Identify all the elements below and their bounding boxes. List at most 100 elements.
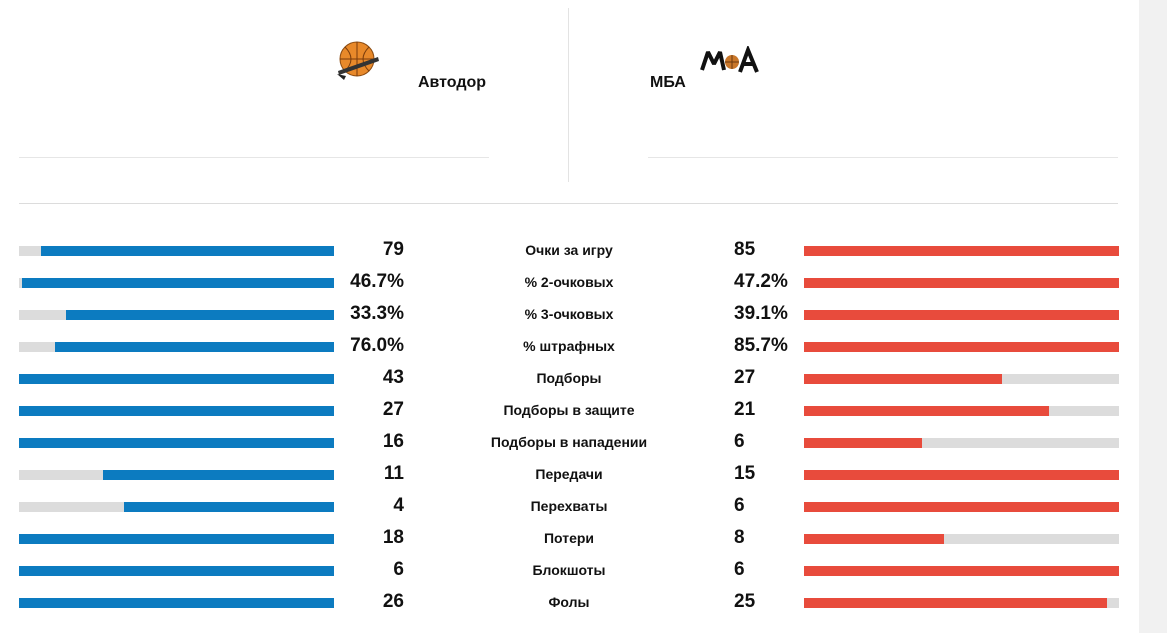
away-value: 25 (734, 591, 756, 612)
away-value: 8 (734, 527, 745, 548)
stat-row: 16 Подборы в нападении 6 (0, 426, 1139, 458)
home-bar-track (19, 598, 334, 608)
home-bar (19, 598, 334, 608)
home-value: 27 (382, 399, 404, 420)
home-bar (22, 278, 334, 288)
away-bar (804, 406, 1049, 416)
home-bar-track (19, 406, 334, 416)
home-value: 6 (393, 559, 404, 580)
home-bar (124, 502, 334, 512)
away-bar-track (804, 278, 1119, 288)
away-value: 47.2% (734, 271, 788, 292)
away-bar-track (804, 502, 1119, 512)
stat-row: 18 Потери 8 (0, 522, 1139, 554)
away-bar-track (804, 342, 1119, 352)
away-bar (804, 278, 1119, 288)
home-bar-track (19, 374, 334, 384)
stat-row: 6 Блокшоты 6 (0, 554, 1139, 586)
stat-row: 76.0% % штрафных 85.7% (0, 330, 1139, 362)
stat-label: Передачи (535, 466, 603, 482)
home-bar (55, 342, 334, 352)
home-value: 43 (382, 367, 404, 388)
home-header-rule (19, 157, 489, 158)
home-value: 79 (382, 239, 404, 260)
home-value: 76.0% (350, 335, 404, 356)
home-bar-track (19, 502, 334, 512)
home-bar (19, 438, 334, 448)
home-bar-track (19, 470, 334, 480)
stat-label: Очки за игру (525, 242, 613, 258)
home-bar (41, 246, 334, 256)
stat-row: 43 Подборы 27 (0, 362, 1139, 394)
home-bar-track (19, 438, 334, 448)
stat-row: 11 Передачи 15 (0, 458, 1139, 490)
away-bar (804, 310, 1119, 320)
home-bar (19, 534, 334, 544)
stat-row: 26 Фолы 25 (0, 586, 1139, 618)
home-value: 18 (382, 527, 404, 548)
away-bar-track (804, 310, 1119, 320)
away-value: 85 (734, 239, 756, 260)
home-bar-track (19, 566, 334, 576)
home-bar-track (19, 534, 334, 544)
stat-label: % 3-очковых (524, 306, 614, 322)
stat-label: Подборы в нападении (490, 434, 648, 450)
away-bar-track (804, 374, 1119, 384)
home-bar-track (19, 278, 334, 288)
stat-label: Блокшоты (532, 562, 606, 578)
header-divider (568, 8, 569, 182)
away-value: 6 (734, 495, 745, 516)
away-value: 27 (734, 367, 756, 388)
home-value: 33.3% (350, 303, 404, 324)
home-bar (66, 310, 334, 320)
home-team-name: Автодор (418, 74, 487, 91)
away-bar-track (804, 438, 1119, 448)
away-team-name: МБА (650, 74, 686, 91)
stat-row: 33.3% % 3-очковых 39.1% (0, 298, 1139, 330)
away-value: 21 (734, 399, 756, 420)
home-bar-track (19, 310, 334, 320)
stat-label: Подборы (536, 370, 602, 386)
home-bar (19, 374, 334, 384)
stat-row: 79 Очки за игру 85 (0, 234, 1139, 266)
stat-label: Фолы (548, 594, 590, 610)
away-bar-track (804, 246, 1119, 256)
home-bar (103, 470, 334, 480)
away-bar (804, 598, 1107, 608)
away-bar (804, 534, 944, 544)
away-bar (804, 502, 1119, 512)
home-value: 11 (383, 463, 404, 484)
away-bar (804, 342, 1119, 352)
away-bar (804, 246, 1119, 256)
stat-row: 27 Подборы в защите 21 (0, 394, 1139, 426)
stat-label: Перехваты (530, 498, 608, 514)
stat-label: % штрафных (523, 338, 615, 354)
stat-row: 46.7% % 2-очковых 47.2% (0, 266, 1139, 298)
scrollbar-track[interactable] (1139, 0, 1167, 633)
away-bar-track (804, 534, 1119, 544)
home-bar (19, 566, 334, 576)
away-bar (804, 374, 1002, 384)
home-bar-track (19, 342, 334, 352)
home-value: 16 (382, 431, 404, 452)
away-bar (804, 438, 922, 448)
away-header-rule (648, 157, 1118, 158)
away-bar (804, 566, 1119, 576)
home-value: 46.7% (350, 271, 404, 292)
home-bar (19, 406, 334, 416)
away-bar-track (804, 598, 1119, 608)
home-value: 26 (382, 591, 404, 612)
away-bar-track (804, 566, 1119, 576)
home-bar-track (19, 246, 334, 256)
stat-label: Подборы в защите (503, 402, 635, 418)
away-value: 6 (734, 431, 745, 452)
away-bar (804, 470, 1119, 480)
stats-divider (19, 203, 1118, 204)
away-bar-track (804, 406, 1119, 416)
mba-logo (700, 44, 762, 78)
stat-label: Потери (543, 530, 595, 546)
avtodor-logo (334, 41, 382, 83)
away-value: 6 (734, 559, 745, 580)
away-value: 15 (734, 463, 756, 484)
stat-row: 4 Перехваты 6 (0, 490, 1139, 522)
